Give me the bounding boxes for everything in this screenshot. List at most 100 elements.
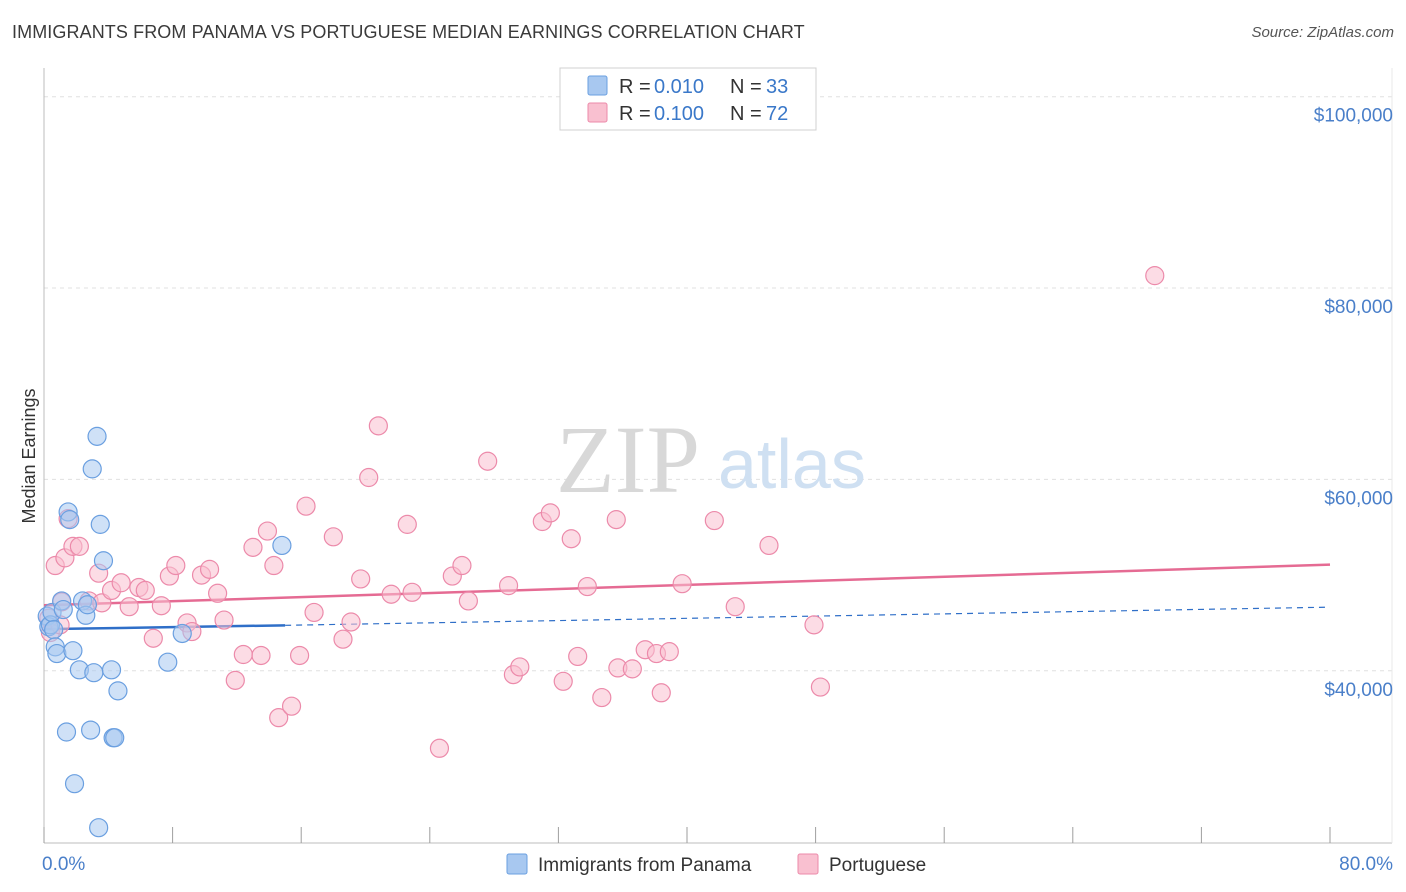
portuguese-point-25 bbox=[208, 583, 228, 603]
portuguese-point-51 bbox=[478, 451, 498, 471]
panama-point-9 bbox=[56, 722, 77, 742]
y-tick-label-1: $60,000 bbox=[1324, 488, 1393, 509]
correlation-legend: R = 0.010 N = 33 R = 0.100 N = 72 bbox=[559, 67, 817, 131]
y-tick-label-3: $100,000 bbox=[1314, 106, 1393, 127]
panama-trend-line bbox=[43, 624, 286, 631]
portuguese-point-28 bbox=[233, 644, 253, 665]
portuguese-point-40 bbox=[341, 612, 361, 632]
portuguese-point-46 bbox=[402, 582, 422, 602]
portuguese-point-61 bbox=[592, 687, 612, 708]
legend-n-label-1: N = bbox=[730, 103, 762, 125]
panama-point-17 bbox=[77, 595, 98, 615]
panama-point-4 bbox=[44, 620, 64, 640]
y-tick-label-2: $80,000 bbox=[1324, 297, 1393, 318]
legend-r-value-0: 0.010 bbox=[654, 76, 704, 98]
gridlines bbox=[44, 96, 1392, 672]
series-legend: Immigrants from Panama Portuguese bbox=[506, 853, 926, 876]
portuguese-point-43 bbox=[368, 416, 388, 436]
portuguese-point-47 bbox=[429, 738, 450, 758]
portuguese-point-67 bbox=[651, 683, 671, 703]
portuguese-point-17 bbox=[143, 628, 163, 648]
panama-point-27 bbox=[105, 728, 125, 748]
y-axis-title: Median Earnings bbox=[19, 388, 39, 523]
x-tick-label-0: 0.0% bbox=[42, 854, 85, 875]
series-legend-label-portuguese: Portuguese bbox=[829, 855, 926, 876]
portuguese-point-73 bbox=[804, 615, 824, 635]
tick-labels: $40,000 $60,000 $80,000 $100,000 0.0% 80.0% bbox=[42, 106, 1393, 875]
portuguese-point-14 bbox=[119, 597, 139, 617]
panama-point-11 bbox=[60, 510, 80, 530]
portuguese-point-18 bbox=[151, 596, 171, 616]
legend-r-label-1: R = bbox=[619, 103, 651, 125]
legend-n-label-0: N = bbox=[730, 76, 762, 98]
portuguese-point-62 bbox=[606, 510, 626, 530]
panama-point-8 bbox=[53, 599, 73, 620]
portuguese-point-68 bbox=[659, 642, 679, 662]
portuguese-point-49 bbox=[452, 555, 472, 576]
portuguese-point-52 bbox=[498, 576, 519, 596]
panama-point-19 bbox=[82, 459, 102, 479]
legend-swatch-portuguese bbox=[587, 102, 608, 123]
legend-n-value-0: 33 bbox=[766, 76, 788, 98]
portuguese-point-44 bbox=[381, 584, 401, 604]
x-tick-label-1: 80.0% bbox=[1339, 854, 1393, 875]
portuguese-point-20 bbox=[166, 555, 186, 576]
portuguese-point-58 bbox=[561, 529, 581, 549]
watermark-atlas: atlas bbox=[718, 425, 866, 503]
data-points bbox=[37, 266, 1165, 838]
portuguese-point-69 bbox=[672, 574, 692, 594]
series-legend-swatch-portuguese bbox=[797, 853, 819, 875]
panama-point-21 bbox=[87, 426, 107, 446]
portuguese-point-75 bbox=[1145, 266, 1165, 286]
panama-point-31 bbox=[272, 535, 292, 556]
portuguese-point-24 bbox=[199, 559, 220, 579]
panama-point-13 bbox=[64, 774, 85, 794]
portuguese-point-70 bbox=[704, 510, 724, 531]
panama-point-18 bbox=[81, 720, 101, 740]
panama-point-12 bbox=[63, 641, 83, 661]
portuguese-point-72 bbox=[759, 535, 779, 556]
portuguese-point-42 bbox=[359, 467, 379, 488]
portuguese-point-36 bbox=[296, 496, 316, 516]
portuguese-point-34 bbox=[281, 696, 302, 716]
portuguese-point-13 bbox=[111, 573, 131, 593]
portuguese-point-50 bbox=[458, 591, 478, 611]
portuguese-point-59 bbox=[568, 646, 588, 667]
portuguese-point-64 bbox=[622, 659, 642, 679]
portuguese-point-26 bbox=[214, 610, 234, 630]
portuguese-point-30 bbox=[251, 645, 271, 666]
legend-n-value-1: 72 bbox=[766, 103, 788, 125]
portuguese-point-31 bbox=[257, 521, 278, 541]
portuguese-point-54 bbox=[510, 657, 530, 677]
source-label: Source: ZipAtlas.com bbox=[1251, 24, 1394, 41]
watermark-zip: ZIP bbox=[556, 406, 700, 513]
panama-point-25 bbox=[101, 660, 122, 680]
panama-point-28 bbox=[108, 681, 128, 701]
panama-point-24 bbox=[93, 551, 114, 571]
portuguese-point-32 bbox=[264, 555, 284, 576]
legend-r-label-0: R = bbox=[619, 76, 651, 98]
portuguese-point-57 bbox=[553, 671, 573, 691]
series-legend-swatch-panama bbox=[506, 853, 528, 875]
portuguese-point-27 bbox=[225, 670, 245, 690]
axes bbox=[43, 68, 1393, 844]
panama-trend-line-extrapolated bbox=[285, 606, 1331, 626]
portuguese-point-29 bbox=[243, 537, 263, 557]
portuguese-point-35 bbox=[289, 645, 310, 666]
trend-lines bbox=[43, 563, 1331, 631]
series-legend-label-panama: Immigrants from Panama bbox=[538, 855, 752, 876]
panama-point-30 bbox=[172, 623, 192, 644]
chart-title: IMMIGRANTS FROM PANAMA VS PORTUGUESE MED… bbox=[12, 22, 805, 42]
portuguese-point-39 bbox=[333, 629, 353, 649]
y-tick-label-0: $40,000 bbox=[1324, 680, 1393, 701]
portuguese-point-56 bbox=[540, 503, 560, 523]
panama-point-6 bbox=[47, 643, 67, 664]
portuguese-point-37 bbox=[304, 602, 324, 623]
portuguese-point-71 bbox=[725, 597, 745, 617]
portuguese-point-16 bbox=[135, 580, 155, 601]
panama-point-23 bbox=[90, 514, 110, 534]
legend-swatch-panama bbox=[587, 75, 608, 96]
watermark: ZIP atlas bbox=[556, 406, 866, 513]
portuguese-point-38 bbox=[323, 527, 343, 547]
